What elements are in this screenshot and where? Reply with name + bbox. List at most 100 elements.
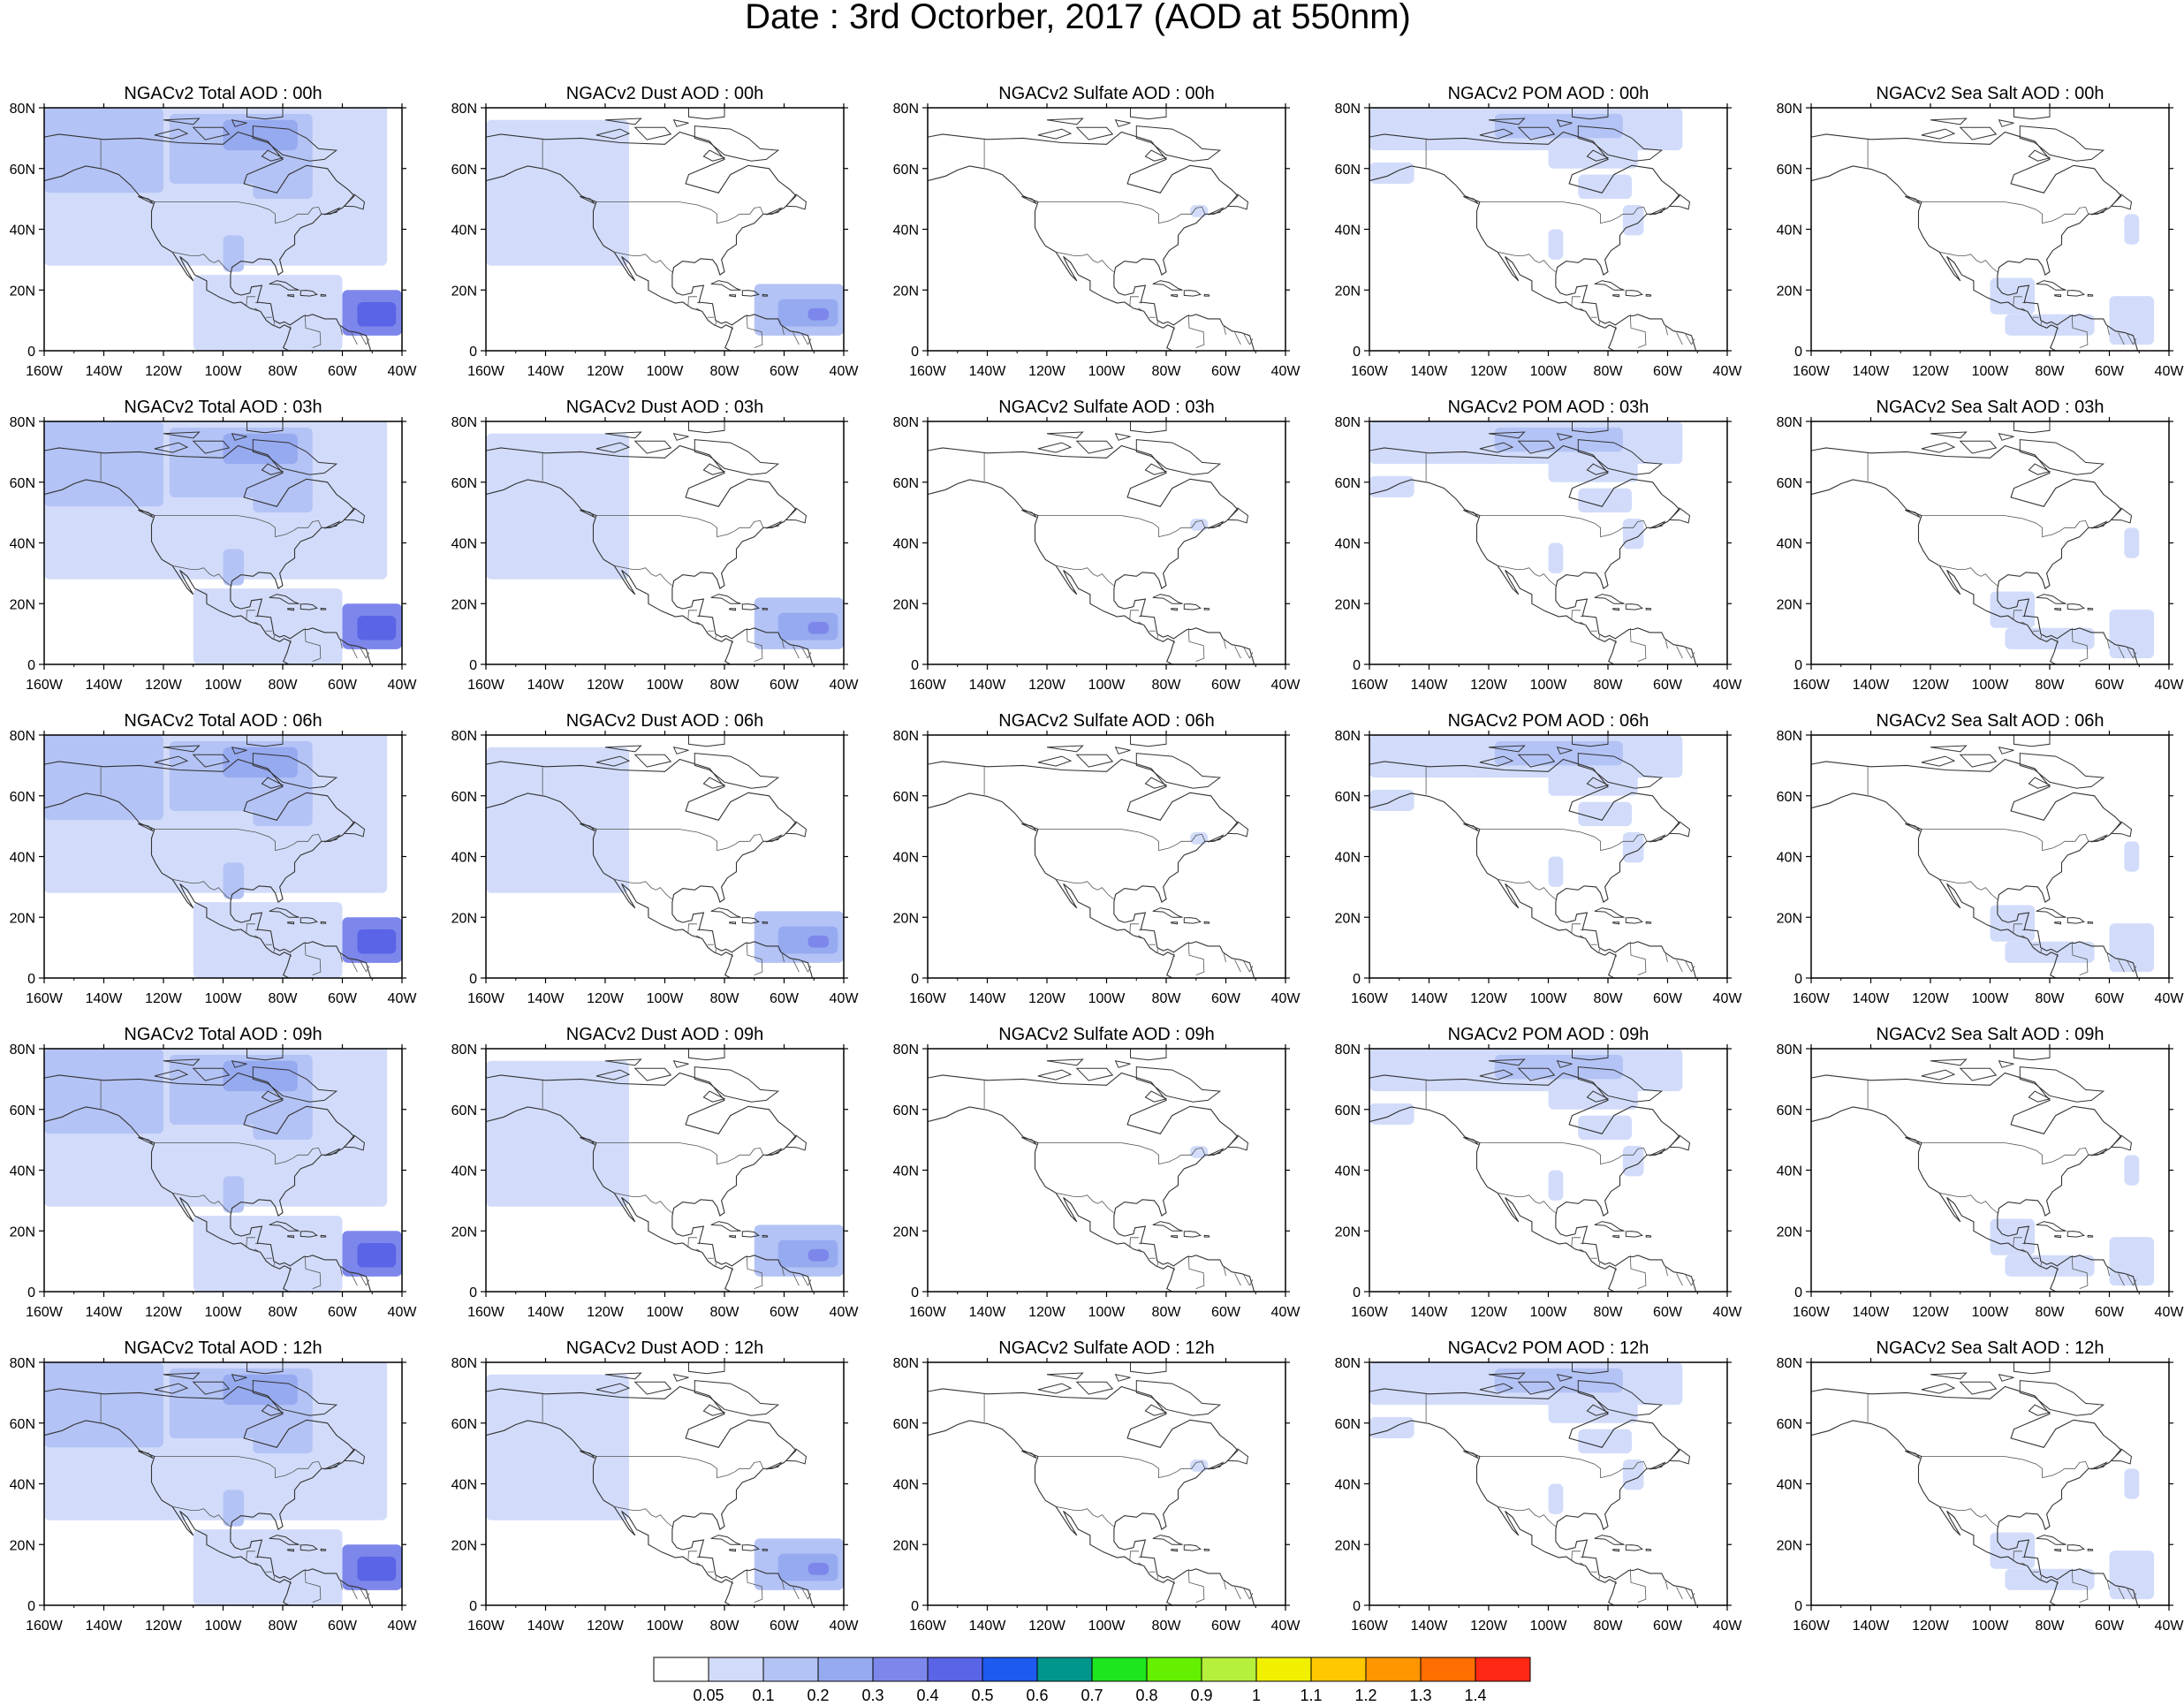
lat-tick-label: 80N xyxy=(10,729,35,744)
island-outline xyxy=(1998,1060,2014,1068)
lon-tick-label: 80W xyxy=(1594,364,1624,379)
country-border xyxy=(1598,1262,1600,1266)
country-border xyxy=(1223,1266,1226,1277)
lon-tick-label: 80W xyxy=(1152,1305,1182,1320)
lat-tick-label: 20N xyxy=(10,284,35,299)
island-outline xyxy=(1114,1060,1131,1068)
island-outline xyxy=(1037,128,1073,140)
lon-tick-label: 160W xyxy=(26,991,64,1006)
island-outline xyxy=(1645,1234,1652,1238)
country-border xyxy=(290,1581,292,1584)
country-border xyxy=(351,1587,358,1600)
island-outline xyxy=(1488,431,1526,439)
island-outline xyxy=(1668,1448,1691,1465)
country-border xyxy=(1939,1192,1998,1214)
map-panel: NGACv2 Sea Salt AOD : 03h 160W 140W 120W 100… xyxy=(1777,398,2184,693)
country-border xyxy=(715,1575,717,1580)
aod-shading xyxy=(223,747,298,778)
island-outline xyxy=(672,747,689,754)
country-border xyxy=(1665,1266,1668,1277)
lon-tick-label: 140W xyxy=(969,678,1007,693)
coastline xyxy=(1811,444,2139,664)
island-outline xyxy=(2066,917,2085,924)
aod-shading xyxy=(1548,856,1564,887)
colorbar-label: 0.1 xyxy=(752,1687,774,1702)
aod-shading xyxy=(486,1060,629,1207)
country-border xyxy=(1173,326,1175,330)
country-border xyxy=(2021,615,2026,618)
lat-tick-label: 60N xyxy=(1777,1417,1802,1432)
map-area xyxy=(486,735,844,978)
country-border xyxy=(1615,326,1617,330)
lat-tick-label: 20N xyxy=(1777,911,1802,926)
island-outline xyxy=(269,1221,300,1232)
aod-shading xyxy=(1548,765,1638,796)
island-outline xyxy=(1171,1549,1178,1552)
country-border xyxy=(2133,966,2137,973)
island-outline xyxy=(261,463,284,475)
island-outline xyxy=(1649,207,1666,216)
lat-tick-label: 40N xyxy=(10,224,35,239)
country-border xyxy=(1129,296,1139,307)
country-border xyxy=(1156,1575,1158,1580)
aod-shading xyxy=(1548,1483,1564,1514)
country-border xyxy=(1580,301,1584,304)
lon-tick-label: 140W xyxy=(86,1305,124,1320)
country-border xyxy=(360,1274,367,1286)
island-outline xyxy=(1921,755,1956,767)
map-area xyxy=(928,1049,1285,1292)
aod-shading xyxy=(223,433,298,465)
island-outline xyxy=(1479,442,1514,453)
aod-shading xyxy=(2109,610,2155,659)
country-border xyxy=(1691,338,1695,345)
lat-tick-label: 0 xyxy=(1794,345,1802,360)
lon-tick-label: 100W xyxy=(1088,678,1126,693)
coastline xyxy=(486,444,814,664)
aod-shading xyxy=(1578,488,1632,513)
island-outline xyxy=(1075,126,1114,140)
island-outline xyxy=(1152,594,1183,604)
lon-tick-label: 40W xyxy=(830,678,860,693)
coastline xyxy=(928,1385,1255,1605)
country-border xyxy=(1234,646,1241,659)
country-border xyxy=(1685,1274,1692,1286)
island-outline xyxy=(1479,1069,1514,1080)
lat-tick-label: 0 xyxy=(1794,1285,1802,1300)
island-outline xyxy=(729,921,736,925)
island-outline xyxy=(741,290,760,297)
colorbar-swatch xyxy=(1310,1657,1367,1682)
lat-tick-label: 40N xyxy=(451,1478,477,1493)
lon-tick-label: 100W xyxy=(647,1305,685,1320)
island-outline xyxy=(1171,294,1178,298)
lat-tick-label: 20N xyxy=(1777,597,1802,612)
lon-tick-label: 80W xyxy=(2036,1305,2066,1320)
island-outline xyxy=(1594,280,1625,291)
country-border xyxy=(1580,935,1586,939)
lat-tick-label: 60N xyxy=(10,790,35,805)
country-border xyxy=(781,639,785,649)
country-border xyxy=(1629,1568,1647,1603)
lon-tick-label: 80W xyxy=(710,1305,740,1320)
island-outline xyxy=(2036,1535,2066,1545)
country-border xyxy=(254,1562,261,1566)
panel-title: NGACv2 Total AOD : 09h xyxy=(124,1025,322,1044)
island-outline xyxy=(1572,421,1609,434)
country-border xyxy=(732,640,733,643)
aod-shading xyxy=(486,433,629,580)
lon-tick-label: 60W xyxy=(328,364,358,379)
panel-title: NGACv2 Sulfate AOD : 09h xyxy=(998,1025,1215,1044)
island-outline xyxy=(595,442,631,453)
lon-tick-label: 40W xyxy=(388,991,418,1006)
country-border xyxy=(1056,878,1115,900)
country-border xyxy=(1939,251,1998,273)
country-border xyxy=(746,627,763,662)
country-border xyxy=(1921,515,2089,538)
island-outline xyxy=(163,1058,201,1066)
lon-tick-label: 100W xyxy=(1530,1619,1568,1634)
country-border xyxy=(1676,646,1683,659)
island-outline xyxy=(2110,821,2133,838)
country-border xyxy=(732,1581,733,1584)
island-outline xyxy=(300,1231,318,1238)
aod-shading xyxy=(1990,1218,2036,1255)
colorbar-swatch xyxy=(927,1657,983,1682)
